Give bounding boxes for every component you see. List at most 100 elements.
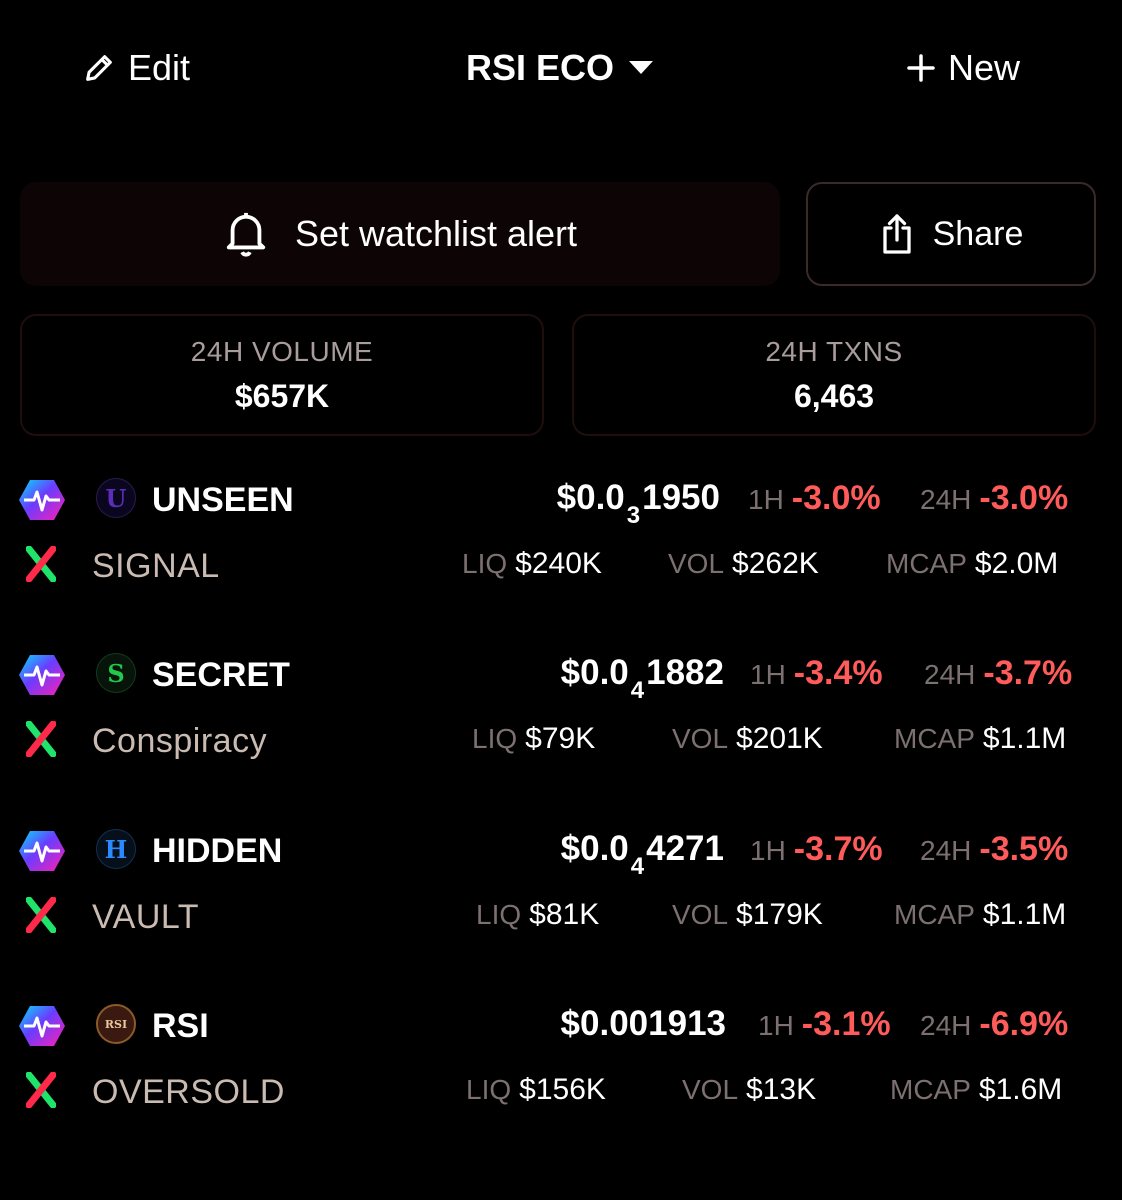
share-label: Share: [932, 214, 1024, 253]
mcap-label: MCAP: [886, 548, 967, 579]
change-1h-label: 1H: [748, 484, 784, 515]
change-24h-value: -3.5%: [979, 830, 1069, 868]
top-bar: Edit RSI ECO New: [0, 0, 1122, 140]
set-alert-button[interactable]: Set watchlist alert: [20, 182, 780, 286]
price-prefix: $0.001913: [560, 1004, 726, 1043]
stat-txns-label: 24H TXNS: [765, 335, 903, 367]
volume: VOL $13K: [682, 1068, 816, 1117]
liquidity: LIQ $81K: [476, 893, 599, 942]
liq-label: LIQ: [476, 899, 522, 930]
liq-label: LIQ: [472, 723, 518, 754]
plus-icon: [907, 54, 935, 82]
change-24h-label: 24H: [920, 484, 972, 515]
token-logo-icon: U: [96, 478, 136, 518]
share-button[interactable]: Share: [806, 182, 1096, 286]
change-24h: 24H -6.9%: [920, 1002, 1068, 1053]
token-row[interactable]: S SECRET Conspiracy $0.041882 1H -3.4% 24…: [0, 651, 1122, 781]
pulsechain-icon: [19, 480, 65, 520]
volume: VOL $201K: [672, 717, 823, 766]
liquidity: LIQ $240K: [462, 542, 602, 591]
token-row[interactable]: U UNSEEN SIGNAL $0.031950 1H -3.0% 24H -3.…: [0, 476, 1122, 606]
mcap-value: $1.6M: [978, 1073, 1063, 1106]
token-symbol: RSI: [152, 1007, 209, 1045]
stat-24h-volume: 24H VOLUME $657K: [20, 314, 544, 436]
change-1h-value: -3.1%: [801, 1005, 891, 1043]
token-price: $0.001913: [561, 1002, 730, 1050]
vol-value: $179K: [736, 898, 823, 931]
pencil-icon: [86, 55, 112, 81]
pulsechain-icon: [19, 655, 65, 695]
price-suffix: 4271: [646, 829, 724, 868]
price-zero-count: 3: [626, 502, 641, 529]
price-suffix: 1882: [646, 653, 724, 692]
liq-label: LIQ: [462, 548, 508, 579]
change-24h: 24H -3.5%: [920, 827, 1068, 878]
token-logo-letter: U: [105, 483, 127, 513]
pulsex-icon: [26, 721, 56, 757]
pulsechain-icon: [19, 1006, 65, 1046]
liquidity: LIQ $156K: [466, 1068, 606, 1117]
bell-icon: [226, 212, 266, 257]
liq-value: $156K: [519, 1073, 606, 1106]
liquidity: LIQ $79K: [472, 717, 595, 766]
token-name: Conspiracy: [92, 722, 268, 760]
token-logo-icon: S: [96, 653, 136, 693]
change-24h-label: 24H: [920, 835, 972, 866]
change-24h-value: -3.7%: [983, 654, 1073, 692]
market-cap: MCAP $1.1M: [894, 893, 1066, 942]
vol-label: VOL: [682, 1074, 739, 1105]
change-1h: 1H -3.4%: [750, 651, 883, 702]
share-icon: [882, 214, 911, 254]
change-1h: 1H -3.7%: [750, 827, 883, 878]
token-name: SIGNAL: [92, 547, 220, 585]
price-zero-count: 4: [630, 677, 645, 704]
edit-label: Edit: [128, 47, 191, 88]
liq-value: $79K: [525, 722, 596, 755]
market-cap: MCAP $1.6M: [890, 1068, 1062, 1117]
token-logo-letter: S: [107, 658, 125, 688]
token-logo-icon: H: [96, 829, 136, 869]
change-1h-label: 1H: [750, 835, 786, 866]
alert-label: Set watchlist alert: [294, 213, 578, 254]
change-1h-value: -3.0%: [791, 479, 881, 517]
change-24h-value: -6.9%: [979, 1005, 1069, 1043]
mcap-label: MCAP: [894, 723, 975, 754]
mcap-value: $1.1M: [982, 722, 1067, 755]
token-row[interactable]: RSI RSI OVERSOLD $0.001913 1H -3.1% 24H -6…: [0, 1002, 1122, 1132]
token-logo-letter: H: [104, 834, 128, 864]
vol-label: VOL: [672, 899, 729, 930]
vol-label: VOL: [668, 548, 725, 579]
change-1h-label: 1H: [758, 1010, 794, 1041]
price-prefix: $0.0: [560, 653, 629, 692]
liq-value: $81K: [529, 898, 600, 931]
stat-volume-label: 24H VOLUME: [190, 335, 374, 367]
token-row[interactable]: H HIDDEN VAULT $0.044271 1H -3.7% 24H -3.5…: [0, 827, 1122, 957]
pulsex-icon: [26, 1072, 56, 1108]
new-label: New: [948, 47, 1021, 88]
change-24h-label: 24H: [920, 1010, 972, 1041]
token-symbol: SECRET: [152, 656, 290, 694]
watchlist-selector[interactable]: RSI ECO: [466, 42, 654, 94]
change-24h-value: -3.0%: [979, 479, 1069, 517]
vol-value: $13K: [746, 1073, 817, 1106]
change-1h: 1H -3.0%: [748, 476, 881, 527]
market-cap: MCAP $2.0M: [886, 542, 1058, 591]
change-24h: 24H -3.7%: [924, 651, 1072, 702]
price-suffix: 1950: [642, 478, 720, 517]
change-24h-label: 24H: [924, 659, 976, 690]
token-name: VAULT: [92, 898, 200, 936]
price-prefix: $0.0: [556, 478, 625, 517]
stat-24h-txns: 24H TXNS 6,463: [572, 314, 1096, 436]
token-logo-letter: RSI: [104, 1017, 128, 1031]
mcap-value: $1.1M: [982, 898, 1067, 931]
change-1h-label: 1H: [750, 659, 786, 690]
market-cap: MCAP $1.1M: [894, 717, 1066, 766]
new-watchlist-button[interactable]: New: [906, 42, 1020, 94]
change-1h-value: -3.4%: [793, 654, 883, 692]
token-logo-icon: RSI: [96, 1004, 136, 1044]
caret-down-icon: [629, 61, 654, 74]
change-1h-value: -3.7%: [793, 830, 883, 868]
vol-label: VOL: [672, 723, 729, 754]
edit-button[interactable]: Edit: [82, 42, 190, 94]
change-1h: 1H -3.1%: [758, 1002, 891, 1053]
